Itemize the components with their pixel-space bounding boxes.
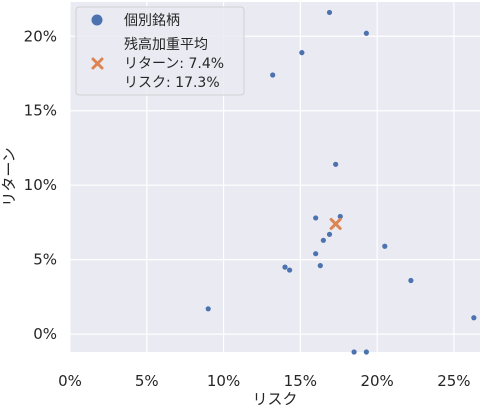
legend: 個別銘柄 残高加重平均 リターン: 7.4% リスク: 17.3% [75, 6, 245, 96]
weighted-average-point [329, 217, 342, 230]
y-axis-title: リターン [0, 147, 18, 206]
x-tick-label: 10% [207, 372, 240, 390]
data-points [205, 9, 477, 355]
stock-point [326, 231, 333, 237]
x-tick-label: 0% [58, 372, 82, 390]
x-tick-label: 15% [284, 372, 317, 390]
stock-point [382, 243, 388, 249]
y-tick-label: 5% [33, 251, 57, 269]
stock-point [205, 306, 211, 312]
y-tick-label: 15% [24, 102, 57, 120]
stock-point [286, 267, 293, 273]
stock-point [471, 315, 477, 321]
legend-label-weighted-return: リターン: 7.4% [124, 56, 224, 72]
stock-point [320, 237, 326, 243]
legend-marker-weighted-average [91, 57, 104, 70]
stock-point [270, 72, 276, 78]
stock-point [313, 251, 319, 257]
stock-point [299, 50, 305, 56]
stock-point [408, 277, 414, 284]
legend-label-individual-stocks: 個別銘柄 [124, 13, 180, 29]
legend-box [75, 6, 245, 96]
legend-marker-individual-stocks [91, 14, 103, 26]
y-tick-label: 0% [33, 325, 57, 343]
stock-point [317, 263, 323, 269]
x-tick-labels: 0% 5% 10% 15% 20% 25% [58, 372, 470, 390]
legend-label-weighted-risk: リスク: 17.3% [124, 75, 220, 91]
stock-point [313, 215, 319, 221]
x-tick-label: 20% [360, 372, 393, 390]
legend-label-weighted-average: 残高加重平均 [124, 36, 208, 53]
x-tick-label: 25% [437, 372, 470, 390]
stock-point [363, 349, 369, 355]
stock-point [337, 213, 343, 220]
x-axis-title: リスク [252, 390, 297, 408]
stock-point [363, 30, 369, 36]
stock-point [351, 349, 357, 355]
y-tick-label: 10% [24, 176, 57, 194]
stock-point [282, 264, 288, 270]
y-tick-label: 20% [24, 27, 57, 45]
stock-point [333, 161, 339, 167]
y-tick-labels: 0% 5% 10% 15% 20% [24, 27, 57, 343]
stock-point [326, 9, 333, 16]
x-tick-label: 5% [135, 372, 159, 390]
